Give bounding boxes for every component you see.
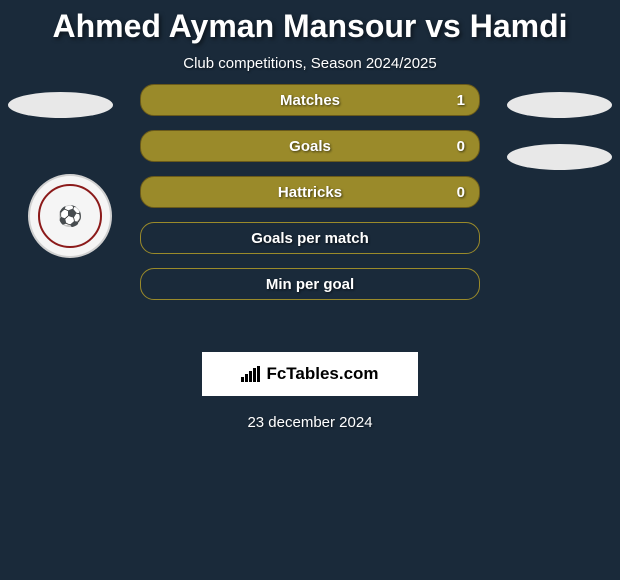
team-badge-icon: ⚽ xyxy=(38,184,102,248)
stat-row: Min per goal xyxy=(140,268,480,300)
stat-row: Hattricks 0 xyxy=(140,176,480,208)
stat-row: Goals per match xyxy=(140,222,480,254)
stat-label: Goals xyxy=(289,138,331,155)
date-label: 23 december 2024 xyxy=(0,414,620,431)
stats-bars: Matches 1 Goals 0 Hattricks 0 Goals per … xyxy=(140,84,480,314)
subtitle: Club competitions, Season 2024/2025 xyxy=(0,55,620,72)
brand-footer: FcTables.com xyxy=(202,352,418,396)
right-avatar-placeholder-2 xyxy=(507,144,612,170)
stat-bar-goals: Goals 0 xyxy=(140,130,480,162)
chart-icon xyxy=(241,366,260,382)
right-avatar-placeholder-1 xyxy=(507,92,612,118)
comparison-title: Ahmed Ayman Mansour vs Hamdi xyxy=(0,0,620,45)
stat-bar-mpg: Min per goal xyxy=(140,268,480,300)
stat-row: Goals 0 xyxy=(140,130,480,162)
stat-label: Min per goal xyxy=(266,276,354,293)
stat-label: Hattricks xyxy=(278,184,342,201)
stat-row: Matches 1 xyxy=(140,84,480,116)
team-badge: ⚽ xyxy=(28,174,112,258)
comparison-content: ⚽ Matches 1 Goals 0 Hattricks 0 Goals pe… xyxy=(0,92,620,342)
left-avatar-placeholder-1 xyxy=(8,92,113,118)
stat-bar-hattricks: Hattricks 0 xyxy=(140,176,480,208)
stat-value: 1 xyxy=(457,92,465,109)
stat-value: 0 xyxy=(457,138,465,155)
stat-bar-matches: Matches 1 xyxy=(140,84,480,116)
stat-bar-gpm: Goals per match xyxy=(140,222,480,254)
stat-label: Matches xyxy=(280,92,340,109)
brand-name: FcTables.com xyxy=(266,364,378,384)
stat-label: Goals per match xyxy=(251,230,369,247)
stat-value: 0 xyxy=(457,184,465,201)
